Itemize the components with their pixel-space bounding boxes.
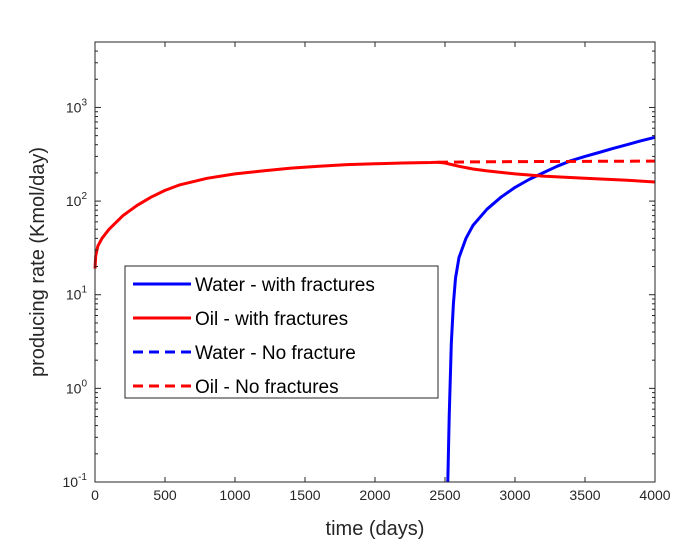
x-axis-label: time (days) bbox=[326, 518, 425, 540]
series-line-oil-with-fractures bbox=[93, 160, 656, 269]
legend-entry-label: Oil - with fractures bbox=[195, 309, 348, 330]
legend-box bbox=[124, 265, 439, 399]
y-tick-exponent: 0 bbox=[81, 378, 87, 389]
y-tick-label: 102 bbox=[66, 191, 88, 209]
legend-entry-label: Water - with fractures bbox=[195, 275, 375, 296]
x-tick-label: 1500 bbox=[289, 487, 320, 503]
y-tick-base: 10 bbox=[66, 99, 82, 115]
y-tick-label: 101 bbox=[66, 285, 88, 303]
legend: Water - with fractures Oil - with fractur… bbox=[124, 265, 439, 399]
series-line-water-with-fractures bbox=[446, 135, 656, 483]
series-line-oil-no-fractures bbox=[437, 159, 656, 164]
series-layer bbox=[93, 135, 656, 483]
x-tick-label: 3000 bbox=[499, 487, 530, 503]
legend-entry-label: Water - No fracture bbox=[195, 343, 356, 364]
y-tick-exponent: 1 bbox=[81, 285, 87, 296]
y-tick-exponent: -1 bbox=[78, 472, 87, 483]
y-tick-base: 10 bbox=[63, 474, 79, 490]
x-tick-label: 2000 bbox=[359, 487, 390, 503]
y-tick-label: 103 bbox=[66, 97, 88, 115]
y-axis-label: producing rate (Kmol/day) bbox=[27, 147, 49, 377]
y-tick-base: 10 bbox=[66, 380, 82, 396]
x-tick-label: 3500 bbox=[569, 487, 600, 503]
y-tick-base: 10 bbox=[66, 193, 82, 209]
y-tick-exponent: 3 bbox=[81, 97, 87, 108]
x-tick-label: 0 bbox=[91, 487, 99, 503]
y-tick-base: 10 bbox=[66, 287, 82, 303]
x-tick-label: 2500 bbox=[429, 487, 460, 503]
x-tick-label: 500 bbox=[153, 487, 177, 503]
x-tick-label: 1000 bbox=[219, 487, 250, 503]
legend-entry-label: Oil - No fractures bbox=[195, 377, 339, 398]
x-axis: 0 500 1000 1500 2000 2500 3000 3500 4000 bbox=[91, 42, 671, 503]
y-tick-label: 100 bbox=[66, 378, 88, 396]
x-tick-label: 4000 bbox=[639, 487, 670, 503]
y-tick-exponent: 2 bbox=[81, 191, 87, 202]
y-tick-label: 10-1 bbox=[63, 472, 88, 490]
